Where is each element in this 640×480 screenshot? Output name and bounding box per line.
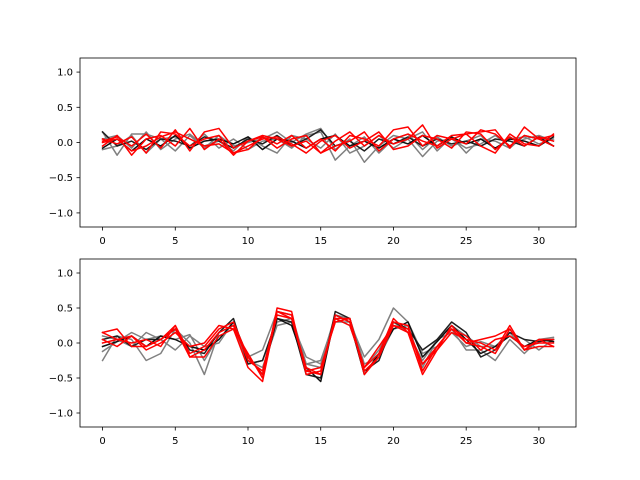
x-tick-label: 10 xyxy=(242,236,255,247)
series-group xyxy=(101,307,555,383)
series-line-9 xyxy=(101,310,555,376)
series-line-8 xyxy=(101,131,555,154)
x-tick-label: 20 xyxy=(387,236,400,247)
x-tick-label: 30 xyxy=(533,436,546,447)
x-tick-label: 25 xyxy=(460,436,473,447)
y-tick-label: 0.5 xyxy=(57,103,73,114)
y-tick-label: 0.0 xyxy=(57,138,73,149)
y-tick-label: −0.5 xyxy=(49,374,73,385)
x-tick-label: 20 xyxy=(387,436,400,447)
y-tick-label: 1.0 xyxy=(57,68,73,79)
x-tick-label: 5 xyxy=(172,236,178,247)
x-tick-label: 0 xyxy=(99,436,105,447)
x-tick-label: 15 xyxy=(314,236,327,247)
series-line-5 xyxy=(101,134,555,152)
x-tick-label: 15 xyxy=(314,436,327,447)
series-line-9 xyxy=(101,131,555,154)
y-tick-label: −1.0 xyxy=(49,409,73,420)
subplot-2: 0 5 10 15 20 25 30 −1.0 −0.5 0.0 0.5 1.0 xyxy=(49,258,577,447)
x-tick-label: 5 xyxy=(172,436,178,447)
y-tick-label: −1.0 xyxy=(49,208,73,219)
x-tick-label: 0 xyxy=(99,236,105,247)
y-tick-label: −0.5 xyxy=(49,173,73,184)
subplot-1: 0 5 10 15 20 25 30 −1.0 −0.5 0.0 0.5 1.0 xyxy=(49,57,577,247)
x-tick-label: 10 xyxy=(242,436,255,447)
series-line-3 xyxy=(101,314,555,369)
series-group xyxy=(101,124,555,163)
x-tick-label: 30 xyxy=(533,236,546,247)
y-tick-label: 0.0 xyxy=(57,339,73,350)
y-tick-label: 0.5 xyxy=(57,304,73,315)
y-tick-label: 1.0 xyxy=(57,269,73,280)
x-tick-label: 25 xyxy=(460,236,473,247)
series-line-7 xyxy=(101,126,555,156)
